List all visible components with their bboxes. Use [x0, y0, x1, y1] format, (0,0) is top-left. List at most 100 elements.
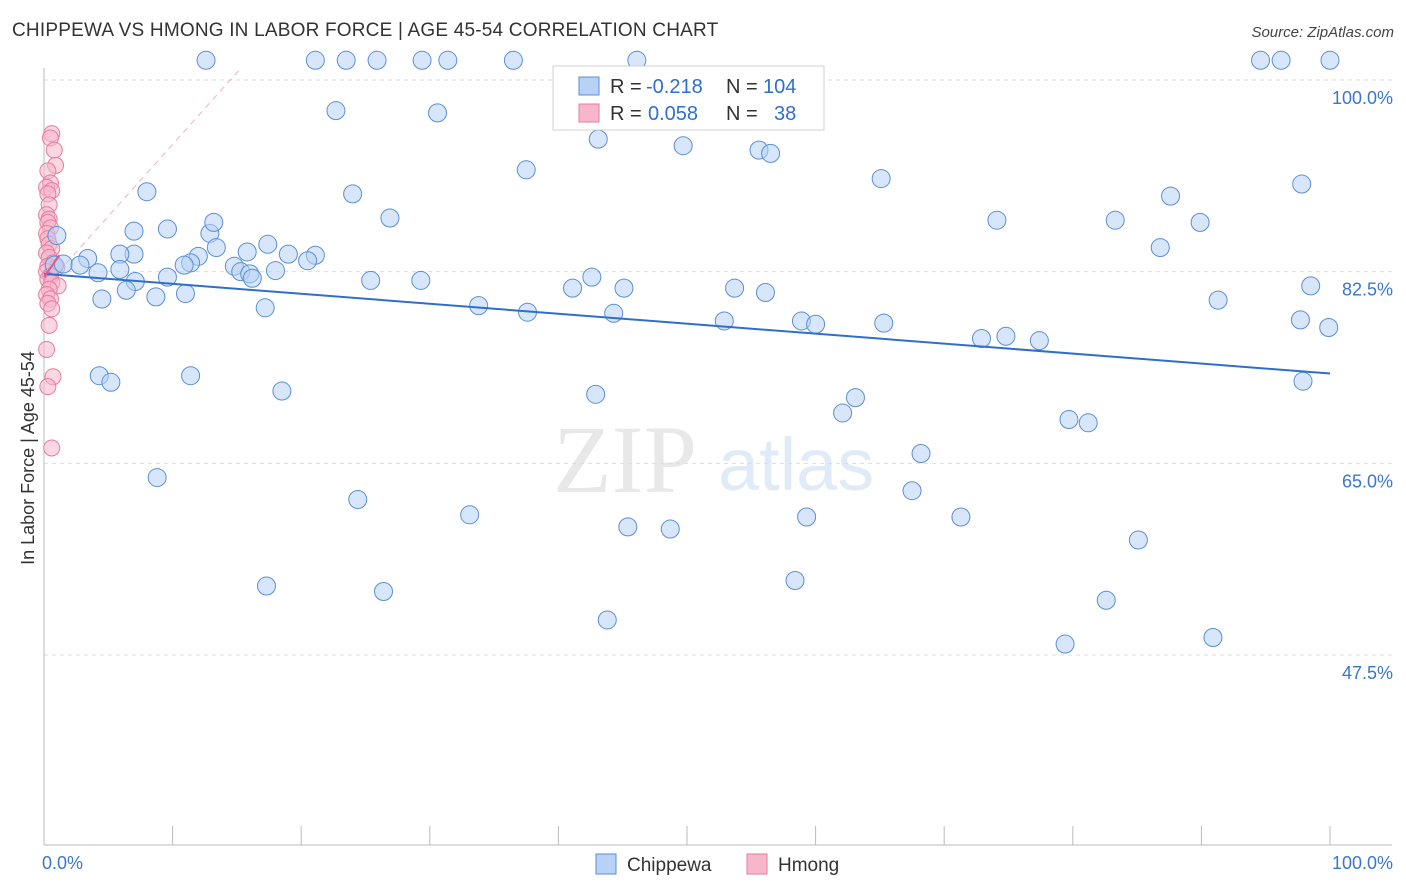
- chippewa-point: [460, 505, 480, 525]
- chippewa-point: [469, 296, 489, 316]
- chippewa-point: [256, 576, 276, 596]
- legend-r-label-chippewa: R =: [610, 76, 642, 98]
- chippewa-point: [673, 136, 693, 156]
- chippewa-point: [563, 278, 583, 298]
- chippewa-point: [174, 255, 194, 275]
- chippewa-point: [806, 314, 826, 334]
- chippewa-point: [101, 372, 121, 392]
- hmong-point: [43, 439, 61, 457]
- reference-line-layer: [43, 66, 243, 289]
- chippewa-point: [618, 517, 638, 537]
- chippewa-point: [70, 255, 90, 275]
- chippewa-point: [1161, 186, 1181, 206]
- x-tick-label: 100.0%: [1332, 853, 1393, 873]
- chippewa-point: [845, 388, 865, 408]
- legend-n-label-hmong: N =: [726, 103, 758, 125]
- y-axis-label: In Labor Force | Age 45-54: [18, 351, 38, 565]
- trend-lines: [43, 254, 1331, 375]
- chippewa-point: [1319, 318, 1339, 338]
- chippewa-point: [146, 287, 166, 307]
- hmong-point: [39, 378, 57, 396]
- chippewa-point: [237, 242, 257, 262]
- chippewa-point: [1251, 50, 1271, 70]
- chippewa-point: [343, 184, 363, 204]
- chippewa-point: [265, 261, 285, 281]
- chippewa-point: [157, 219, 177, 239]
- chippewa-point: [911, 443, 931, 463]
- chippewa-point: [503, 50, 523, 70]
- chippewa-point: [110, 259, 130, 279]
- chippewa-trend-line: [43, 272, 1331, 375]
- series-legend: Chippewa Hmong: [595, 853, 839, 876]
- hmong-point: [38, 340, 56, 358]
- chippewa-point: [242, 268, 262, 288]
- chippewa-point: [428, 103, 448, 123]
- chippewa-point: [305, 50, 325, 70]
- bottom-legend-swatch-hmong: [746, 853, 768, 875]
- chippewa-point: [987, 210, 1007, 230]
- source-credit: Source: ZipAtlas.com: [1251, 24, 1394, 41]
- chippewa-point: [597, 610, 617, 630]
- hmong-point: [45, 141, 63, 159]
- chippewa-point: [361, 270, 381, 290]
- chippewa-point: [1293, 371, 1313, 391]
- watermark-atlas: atlas: [718, 423, 874, 506]
- axis-layer: 100.0% 82.5% 65.0% 47.5% 0.0% 100.0%: [42, 68, 1393, 873]
- chippewa-point: [47, 226, 67, 246]
- bottom-legend-label-hmong: Hmong: [778, 855, 839, 876]
- chippewa-point: [196, 50, 216, 70]
- legend-swatch-hmong: [578, 103, 600, 123]
- chippewa-point: [367, 50, 387, 70]
- chippewa-point: [272, 381, 292, 401]
- chippewa-point: [137, 182, 157, 202]
- chippewa-point: [1290, 310, 1310, 330]
- chippewa-point: [175, 284, 195, 304]
- chippewa-point: [438, 50, 458, 70]
- y-tick-label: 100.0%: [1332, 88, 1393, 108]
- bottom-legend-swatch-chippewa: [595, 853, 617, 875]
- hmong-point: [43, 300, 61, 318]
- x-tick-label: 0.0%: [42, 853, 83, 873]
- chippewa-point: [874, 313, 894, 333]
- chippewa-point: [725, 278, 745, 298]
- hmong-point: [40, 316, 58, 334]
- chippewa-point: [298, 251, 318, 271]
- chippewa-point: [1105, 210, 1125, 230]
- chippewa-point: [348, 489, 368, 509]
- chippewa-point: [1096, 590, 1116, 610]
- chippewa-point: [1208, 290, 1228, 310]
- chippewa-point: [255, 298, 275, 318]
- chippewa-point: [1292, 174, 1312, 194]
- chippewa-point: [1055, 634, 1075, 654]
- chippewa-point: [1128, 530, 1148, 550]
- y-tick-label: 82.5%: [1342, 280, 1393, 300]
- hmong-trend-line: [43, 254, 61, 278]
- y-tick-label: 65.0%: [1342, 471, 1393, 491]
- chippewa-point: [374, 581, 394, 601]
- y-tick-label: 47.5%: [1342, 663, 1393, 683]
- chippewa-points: [44, 50, 1340, 654]
- chippewa-point: [797, 507, 817, 527]
- chippewa-point: [124, 221, 144, 241]
- legend-swatch-chippewa: [578, 76, 600, 96]
- chippewa-point: [1059, 410, 1079, 430]
- chippewa-point: [1190, 212, 1210, 232]
- chippewa-point: [1078, 413, 1098, 433]
- chippewa-point: [1150, 238, 1170, 258]
- chippewa-point: [755, 282, 775, 302]
- chippewa-point: [588, 129, 608, 149]
- chippewa-point: [614, 278, 634, 298]
- watermark: ZIP atlas: [553, 406, 874, 513]
- grid-layer: [44, 79, 1392, 656]
- chippewa-point: [1271, 50, 1291, 70]
- chippewa-point: [971, 328, 991, 348]
- chart-title: CHIPPEWA VS HMONG IN LABOR FORCE | AGE 4…: [12, 20, 719, 41]
- legend-n-value-hmong: 38: [774, 103, 796, 125]
- chippewa-point: [116, 280, 136, 300]
- chippewa-point: [336, 50, 356, 70]
- chippewa-point: [181, 366, 201, 386]
- legend-r-label-hmong: R =: [610, 103, 642, 125]
- watermark-zip: ZIP: [553, 406, 697, 513]
- legend-r-value-chippewa: -0.218: [646, 76, 703, 98]
